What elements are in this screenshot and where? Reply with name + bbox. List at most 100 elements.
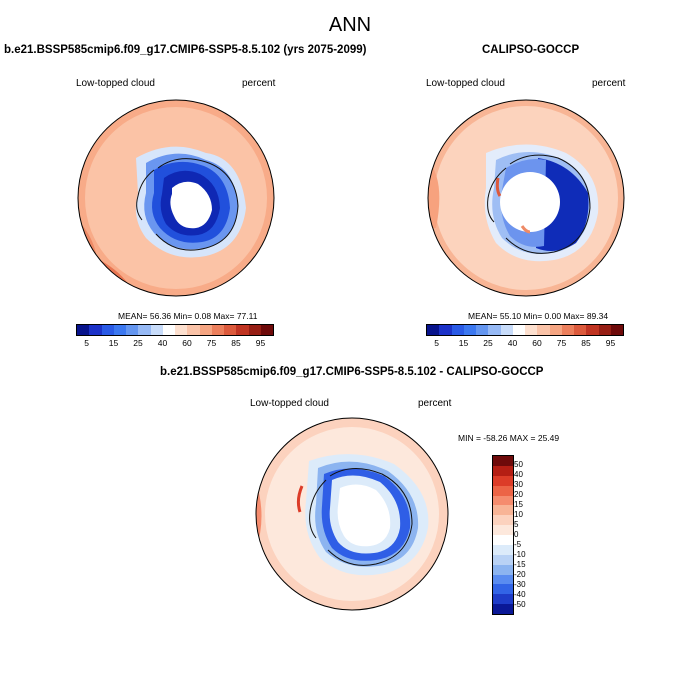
diff-colorbar-swatch	[493, 475, 513, 486]
model-colorbar-swatch	[175, 325, 188, 335]
obs-colorbar-labels: 5 15 25 40 60 75 85 95	[426, 338, 622, 350]
model-colorbar-swatch	[187, 325, 200, 335]
obs-colorbar-swatch	[488, 325, 501, 335]
obs-colorbar-swatch	[561, 325, 574, 335]
diff-colorbar-labels: 50 40 30 20 15 10 5 0 -5 -10 -15 -20 -30 -40 -50	[514, 460, 526, 610]
diff-units-label: percent	[418, 398, 452, 409]
diff-colorbar-swatch	[493, 456, 513, 466]
model-colorbar-swatch	[211, 325, 224, 335]
obs-variable-label: Low-topped cloud	[426, 78, 505, 89]
model-colorbar-swatch	[89, 325, 102, 335]
diff-colorbar-tick-label: -15	[514, 560, 526, 569]
obs-colorbar-tick-label: 60	[532, 338, 542, 348]
obs-colorbar-swatch	[500, 325, 513, 335]
obs-colorbar-swatch	[598, 325, 611, 335]
main-title: ANN	[328, 14, 372, 36]
model-panel-title: b.e21.BSSP585cmip6.f09_g17.CMIP6-SSP5-8.…	[4, 44, 367, 56]
obs-colorbar-swatch	[610, 325, 623, 335]
diff-colorbar-tick-label: 10	[514, 510, 523, 519]
diff-colorbar-swatch	[493, 515, 513, 526]
diff-colorbar-swatch	[493, 525, 513, 535]
model-colorbar-tick-label: 85	[231, 338, 241, 348]
obs-colorbar-swatch	[427, 325, 440, 335]
model-colorbar-swatch	[260, 325, 273, 335]
model-colorbar-swatch	[199, 325, 212, 335]
diff-colorbar-tick-label: 30	[514, 480, 523, 489]
model-colorbar-swatch	[150, 325, 163, 335]
diff-colorbar-swatch	[493, 495, 513, 506]
model-colorbar-tick-label: 15	[108, 338, 119, 348]
obs-colorbar-swatch	[525, 325, 538, 335]
diff-colorbar-swatch	[493, 544, 513, 555]
obs-colorbar-tick-label: 15	[458, 338, 469, 348]
obs-units-label: percent	[592, 78, 626, 89]
diff-colorbar-swatch	[493, 574, 513, 585]
model-colorbar-tick-label: 60	[182, 338, 192, 348]
diff-colorbar-tick-label: 50	[514, 460, 523, 469]
obs-colorbar-swatch	[512, 325, 525, 335]
obs-polar-map	[427, 99, 625, 297]
model-colorbar-labels: 5 15 25 40 60 75 85 95	[76, 338, 272, 350]
model-colorbar-swatch	[101, 325, 114, 335]
obs-colorbar-swatch	[463, 325, 476, 335]
obs-colorbar-swatch	[537, 325, 550, 335]
diff-colorbar-swatch	[493, 604, 513, 614]
model-units-label: percent	[242, 78, 276, 89]
obs-colorbar-swatch	[476, 325, 489, 335]
diff-colorbar-tick-label: 5	[514, 520, 519, 529]
obs-colorbar-tick-label: 40	[507, 338, 518, 348]
obs-colorbar	[426, 324, 624, 336]
obs-colorbar-tick-label: 25	[483, 338, 493, 348]
model-colorbar-swatch	[236, 325, 249, 335]
diff-colorbar-swatch	[493, 505, 513, 516]
diff-colorbar-tick-label: -30	[514, 580, 526, 589]
model-colorbar	[76, 324, 274, 336]
obs-colorbar-swatch	[451, 325, 464, 335]
model-colorbar-tick-label: 40	[157, 338, 168, 348]
diff-colorbar-tick-label: 40	[514, 470, 523, 479]
diff-colorbar-swatch	[493, 554, 513, 565]
model-colorbar-tick-label: 5	[84, 338, 89, 348]
model-variable-label: Low-topped cloud	[76, 78, 155, 89]
model-colorbar-tick-label: 25	[133, 338, 143, 348]
diff-stats: MIN = -58.26 MAX = 25.49	[458, 433, 560, 443]
obs-colorbar-tick-label: 75	[556, 338, 567, 348]
diff-colorbar-swatch	[493, 465, 513, 476]
obs-colorbar-swatch	[574, 325, 587, 335]
model-colorbar-tick-label: 75	[206, 338, 217, 348]
obs-colorbar-swatch	[439, 325, 452, 335]
model-colorbar-swatch	[224, 325, 237, 335]
model-colorbar-swatch	[138, 325, 151, 335]
diff-colorbar-swatch	[493, 594, 513, 605]
model-colorbar-swatch	[126, 325, 139, 335]
diff-colorbar-tick-label: -50	[514, 600, 526, 609]
diff-colorbar-tick-label: 15	[514, 500, 523, 509]
diff-variable-label: Low-topped cloud	[250, 398, 329, 409]
model-polar-map	[77, 99, 275, 297]
diff-colorbar-tick-label: 20	[514, 490, 523, 499]
diff-colorbar-swatch	[493, 584, 513, 595]
diff-polar-map	[255, 417, 449, 611]
model-colorbar-tick-label: 95	[255, 338, 266, 348]
obs-stats: MEAN= 55.10 Min= 0.00 Max= 89.34	[468, 311, 609, 321]
diff-colorbar-tick-label: -20	[514, 570, 526, 579]
model-stats: MEAN= 56.36 Min= 0.08 Max= 77.11	[118, 311, 258, 321]
diff-colorbar-tick-label: -40	[514, 590, 526, 599]
diff-colorbar-tick-label: -10	[514, 550, 526, 559]
diff-colorbar-tick-label: -5	[514, 540, 522, 549]
model-colorbar-swatch	[113, 325, 126, 335]
model-colorbar-swatch	[248, 325, 261, 335]
obs-colorbar-swatch	[549, 325, 562, 335]
diff-panel-title: b.e21.BSSP585cmip6.f09_g17.CMIP6-SSP5-8.…	[160, 366, 544, 378]
diff-colorbar-swatch	[493, 535, 513, 545]
obs-colorbar-tick-label: 85	[581, 338, 591, 348]
diff-colorbar-swatch	[493, 564, 513, 575]
obs-colorbar-tick-label: 5	[434, 338, 439, 348]
diff-colorbar-tick-label: 0	[514, 530, 519, 539]
model-colorbar-swatch	[162, 325, 175, 335]
diff-colorbar-swatch	[493, 485, 513, 496]
obs-panel-title: CALIPSO-GOCCP	[482, 44, 580, 56]
diff-colorbar	[492, 455, 514, 615]
obs-colorbar-swatch	[586, 325, 599, 335]
model-colorbar-swatch	[77, 325, 90, 335]
